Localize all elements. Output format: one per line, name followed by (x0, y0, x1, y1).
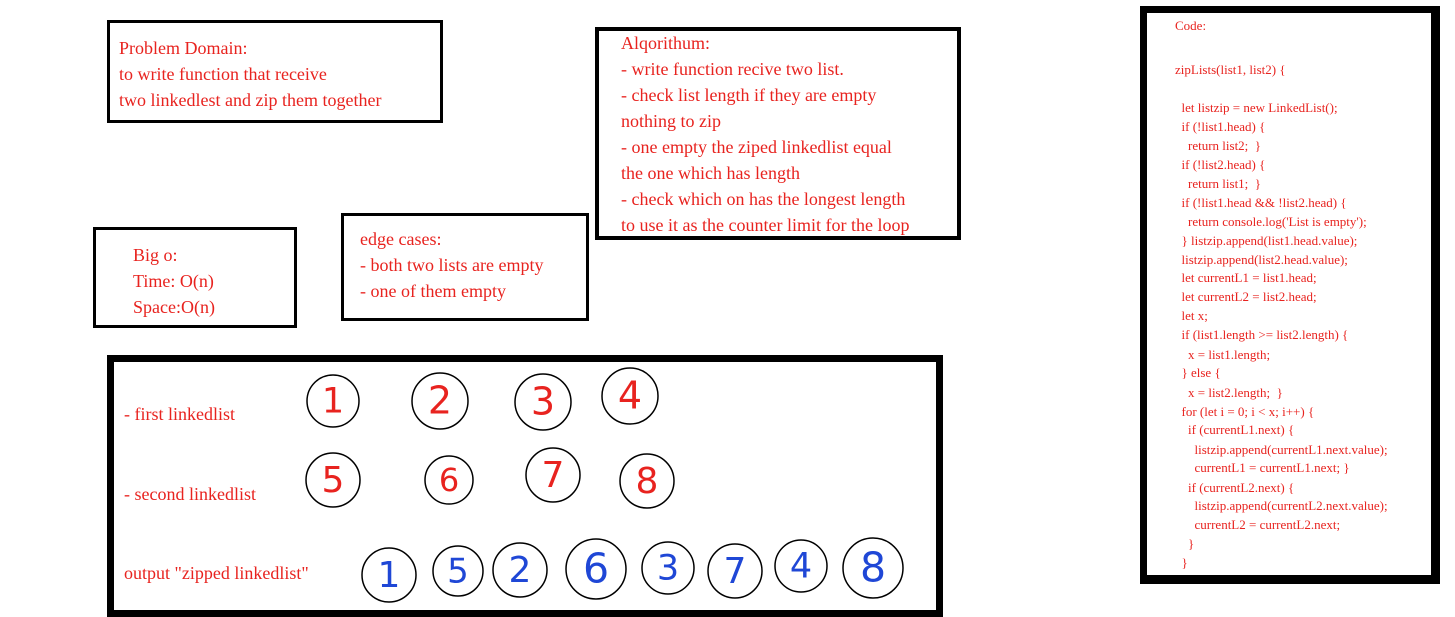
code-line: return list2; } (1175, 138, 1262, 153)
algorithm-step: nothing to zip (621, 111, 721, 131)
code-line: } else { (1175, 365, 1221, 380)
example-diagram-box: - first linkedlist - second linkedlist o… (107, 355, 943, 617)
list-node-value: 1 (322, 382, 344, 422)
edge-case-item: - both two lists are empty (360, 255, 544, 275)
problem-domain-title: Problem Domain: (119, 38, 248, 58)
list-node-value: 7 (542, 455, 565, 496)
code-line: for (let i = 0; i < x; i++) { (1175, 404, 1315, 419)
code-line: } (1175, 536, 1195, 551)
big-o-title: Big o: (133, 245, 178, 265)
algorithm-step: - check which on has the longest length (621, 189, 906, 209)
list-node-value: 8 (860, 544, 886, 592)
list-node-circle (641, 541, 695, 595)
algorithm-box: Alqorithum: - write function recive two … (595, 27, 961, 240)
code-line: return list1; } (1175, 176, 1262, 191)
list-node-value: 6 (439, 461, 459, 499)
list-node-circle (424, 455, 474, 505)
code-line: x = list2.length; } (1175, 385, 1283, 400)
algorithm-title: Alqorithum: (621, 33, 710, 53)
list-node-circle (432, 545, 484, 597)
code-line: if (currentL1.next) { (1175, 422, 1295, 437)
big-o-box: Big o: Time: O(n) Space:O(n) (93, 227, 297, 328)
list-node-value: 1 (378, 555, 401, 596)
code-line: zipLists(list1, list2) { (1175, 62, 1286, 77)
list-node-value: 6 (583, 545, 609, 593)
edge-cases-title: edge cases: (360, 229, 442, 249)
list-node-value: 3 (531, 380, 555, 424)
list-node-value: 2 (428, 379, 452, 423)
list-node-circle (707, 543, 763, 599)
edge-case-item: - one of them empty (360, 281, 506, 301)
algorithm-step: to use it as the counter limit for the l… (621, 215, 910, 235)
list-node-value: 3 (657, 549, 679, 589)
code-line: let listzip = new LinkedList(); (1175, 100, 1338, 115)
list-node-circle (619, 453, 675, 509)
code-line: } listzip.append(list1.head.value); (1175, 233, 1358, 248)
first-linkedlist-label: - first linkedlist (124, 404, 235, 424)
list-node-circle (525, 447, 581, 503)
code-line: listzip.append(list2.head.value); (1175, 252, 1348, 267)
problem-domain-line: to write function that receive (119, 64, 327, 84)
algorithm-step: - write function recive two list. (621, 59, 844, 79)
code-line: listzip.append(currentL1.next.value); (1175, 442, 1388, 457)
code-line: if (list1.length >= list2.length) { (1175, 327, 1349, 342)
code-line: let currentL2 = list2.head; (1175, 289, 1317, 304)
code-line: x = list1.length; (1175, 347, 1271, 362)
code-line: if (currentL2.next) { (1175, 480, 1295, 495)
code-line: listzip.append(currentL2.next.value); (1175, 498, 1388, 513)
algorithm-step: - one empty the ziped linkedlist equal (621, 137, 892, 157)
list-node-circle (514, 373, 572, 431)
code-line: if (!list2.head) { (1175, 157, 1266, 172)
list-node-value: 4 (618, 374, 642, 418)
code-line: currentL2 = currentL2.next; (1175, 517, 1341, 532)
list-node-circle (774, 539, 828, 593)
second-linkedlist-label: - second linkedlist (124, 484, 256, 504)
linkedlist-nodes-diagram: 1 2 3 45 6 7 81 5 2 6 3 7 4 8 (305, 367, 904, 603)
list-node-circle (492, 542, 548, 598)
list-node-circle (601, 367, 659, 425)
code-line: return console.log('List is empty'); (1175, 214, 1367, 229)
algorithm-step: - check list length if they are empty (621, 85, 877, 105)
list-node-value: 5 (447, 551, 469, 591)
list-node-circle (565, 538, 627, 600)
list-node-value: 8 (636, 461, 659, 502)
code-line: if (!list1.head && !list2.head) { (1175, 195, 1347, 210)
list-node-circle (305, 452, 361, 508)
edge-cases-box: edge cases: - both two lists are empty -… (341, 213, 589, 321)
list-node-value: 2 (509, 550, 532, 591)
problem-domain-box: Problem Domain: to write function that r… (107, 20, 443, 123)
big-o-space: Space:O(n) (133, 297, 215, 317)
algorithm-step: the one which has length (621, 163, 800, 183)
code-panel: Code: zipLists(list1, list2) { let listzi… (1140, 6, 1440, 584)
code-line: let x; (1175, 308, 1208, 323)
list-node-circle (361, 547, 417, 603)
code-line: let currentL1 = list1.head; (1175, 270, 1317, 285)
list-node-circle (842, 537, 904, 599)
list-node-value: 4 (790, 547, 812, 587)
code-line: currentL1 = currentL1.next; } (1175, 460, 1350, 475)
list-node-value: 7 (724, 551, 747, 592)
code-title: Code: (1175, 18, 1207, 33)
list-node-value: 5 (322, 460, 345, 501)
code-line: if (!list1.head) { (1175, 119, 1266, 134)
list-node-circle (306, 374, 360, 428)
list-node-circle (411, 372, 469, 430)
output-linkedlist-label: output "zipped linkedlist" (124, 563, 309, 583)
code-line: } (1175, 555, 1188, 570)
problem-domain-line: two linkedlest and zip them together (119, 90, 382, 110)
big-o-time: Time: O(n) (133, 271, 214, 291)
